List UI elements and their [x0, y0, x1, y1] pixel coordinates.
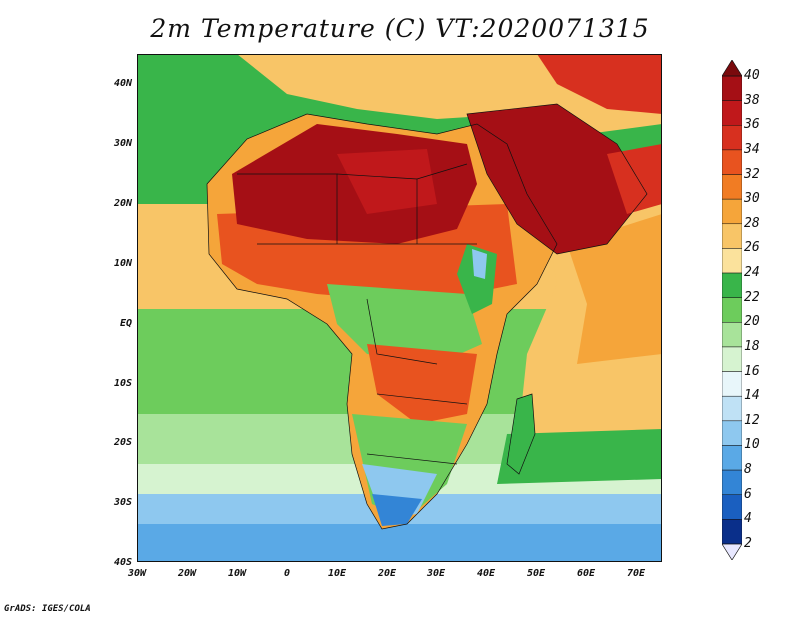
ocean-deep-south — [137, 524, 662, 562]
colorbar-label: 16 — [744, 363, 760, 379]
colorbar-cell — [722, 346, 742, 372]
colorbar-label: 18 — [744, 338, 760, 354]
colorbar-under-arrow — [722, 543, 742, 560]
colorbar-label: 6 — [744, 486, 752, 502]
sahara-central — [337, 149, 437, 214]
madagascar — [507, 394, 535, 474]
colorbar-label: 20 — [744, 314, 760, 330]
lat-label-40n: 40N — [113, 78, 132, 89]
lat-label-10s: 10S — [113, 378, 132, 389]
map-border — [137, 54, 662, 562]
lat-label-30s: 30S — [113, 497, 132, 508]
ethiopia-cool — [472, 249, 487, 279]
lon-label-70e: 70E — [626, 568, 646, 579]
lon-label-60e: 60E — [576, 568, 596, 579]
temperature-map — [137, 54, 662, 562]
colorbar-label: 4 — [744, 511, 752, 527]
colorbar-label: 28 — [744, 215, 760, 231]
lat-label-40s: 40S — [113, 557, 132, 568]
colorbar-label: 26 — [744, 240, 760, 256]
lon-label-20w: 20W — [177, 568, 197, 579]
map-title: 2m Temperature (C) VT:2020071315 — [150, 14, 650, 43]
lat-label-10n: 10N — [113, 258, 132, 269]
colorbar-cell — [722, 494, 742, 520]
south-tip-blue — [372, 494, 422, 526]
colorbar-label: 2 — [744, 536, 752, 551]
colorbar-label: 34 — [744, 141, 760, 157]
colorbar-cell — [722, 100, 742, 126]
colorbar-label: 30 — [744, 191, 760, 207]
lon-label-50e: 50E — [526, 568, 546, 579]
colorbar — [722, 60, 742, 560]
colorbar-cell — [722, 395, 742, 422]
lat-label-20n: 20N — [113, 198, 132, 209]
colorbar-label: 8 — [744, 462, 752, 478]
central-orange — [367, 344, 477, 424]
colorbar-label: 24 — [744, 265, 760, 281]
colorbar-label: 22 — [744, 289, 760, 305]
arabia-edge — [607, 144, 662, 214]
colorbar-label: 10 — [744, 437, 760, 453]
colorbar-cell — [722, 125, 742, 151]
country-borders — [206, 103, 648, 530]
colorbar-cell — [722, 297, 742, 323]
colorbar-cell — [722, 223, 742, 249]
colorbar-label: 32 — [744, 166, 760, 182]
colorbar-cells — [722, 75, 742, 545]
indian-ocean-orange — [567, 214, 662, 364]
colorbar-cell — [722, 420, 742, 446]
arabia-land — [467, 104, 647, 254]
lon-label-10e: 10E — [327, 568, 347, 579]
colorbar-label: 36 — [744, 117, 760, 133]
colorbar-cell — [722, 174, 742, 200]
colorbar-cell — [722, 75, 742, 101]
colorbar-cell — [722, 371, 742, 397]
credit-text: GrADS: IGES/COLA — [4, 604, 91, 614]
colorbar-cell — [722, 445, 742, 471]
colorbar-label: 38 — [744, 92, 760, 108]
equatorial-forest — [327, 284, 482, 364]
lon-label-20e: 20E — [377, 568, 397, 579]
lat-label-20s: 20S — [113, 437, 132, 448]
colorbar-cell — [722, 272, 742, 298]
lat-label-30n: 30N — [113, 138, 132, 149]
east-highlands — [457, 244, 497, 314]
colorbar-label: 12 — [744, 412, 760, 428]
indian-ocean-green-band — [497, 429, 662, 484]
colorbar-cell — [722, 198, 742, 225]
colorbar-cell — [722, 248, 742, 274]
colorbar-cell — [722, 322, 742, 348]
colorbar-label: 40 — [744, 68, 760, 83]
colorbar-cell — [722, 519, 742, 545]
lat-label-eq: EQ — [119, 318, 132, 329]
mideast-hot — [537, 54, 662, 114]
lon-label-30e: 30E — [426, 568, 446, 579]
lon-label-40e: 40E — [476, 568, 496, 579]
lon-label-10w: 10W — [227, 568, 247, 579]
colorbar-cell — [722, 469, 742, 495]
map-svg — [137, 54, 662, 562]
colorbar-label: 14 — [744, 388, 760, 404]
colorbar-over-arrow — [722, 60, 742, 77]
lon-label-0: 0 — [283, 568, 291, 579]
lon-label-30w: 30W — [127, 568, 147, 579]
colorbar-cell — [722, 149, 742, 175]
